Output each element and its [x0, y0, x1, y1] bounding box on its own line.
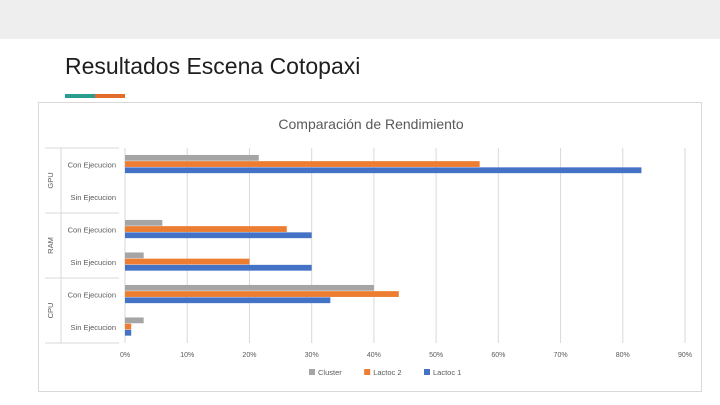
x-tick-label: 50% — [429, 352, 443, 359]
bar-lactoc-1 — [125, 232, 312, 239]
top-bar — [0, 0, 720, 39]
bar-lactoc-1 — [125, 297, 331, 304]
category-label: Con Ejecucion — [68, 290, 116, 299]
chart-title: Comparación de Rendimiento — [278, 116, 463, 132]
category-label: Sin Ejecucion — [71, 258, 116, 267]
x-tick-label: 90% — [678, 352, 692, 359]
group-label: CPU — [46, 303, 55, 319]
accent-bar-orange — [95, 94, 125, 98]
bar-cluster — [125, 219, 163, 226]
x-tick-label: 20% — [242, 352, 256, 359]
bar-cluster — [125, 252, 144, 259]
bar-lactoc-1 — [125, 329, 132, 336]
legend-label: Lactoc 2 — [373, 368, 401, 377]
legend-swatch — [309, 369, 315, 375]
category-label: Sin Ejecucion — [71, 323, 116, 332]
bar-cluster — [125, 317, 144, 324]
performance-chart: Comparación de Rendimiento 0% 10% 20% 30% 40… — [45, 116, 692, 377]
x-tick-label: 70% — [554, 352, 568, 359]
x-tick-label: 80% — [616, 352, 630, 359]
bar-lactoc-2 — [125, 258, 250, 265]
legend-swatch — [364, 369, 371, 375]
chart-bars — [125, 154, 642, 336]
category-label: Con Ejecucion — [68, 225, 116, 234]
x-tick-label: 30% — [305, 352, 319, 359]
bar-lactoc-2 — [125, 226, 287, 232]
x-tick-label: 60% — [491, 352, 505, 359]
bar-lactoc-1 — [125, 264, 312, 271]
legend-swatch — [424, 369, 430, 375]
bar-lactoc-2 — [125, 291, 399, 297]
group-label: GPU — [46, 172, 55, 188]
bar-lactoc-1 — [125, 167, 642, 174]
bar-cluster — [125, 154, 259, 161]
legend-label: Lactoc 1 — [433, 368, 461, 377]
legend-label: Cluster — [318, 368, 342, 377]
bar-cluster — [125, 284, 374, 291]
accent-bar-teal — [65, 94, 95, 98]
x-tick-label: 40% — [367, 352, 381, 359]
bar-lactoc-2 — [125, 323, 132, 330]
category-label: Con Ejecucion — [68, 160, 116, 169]
category-label: Sin Ejecucion — [71, 193, 116, 202]
slide-title: Resultados Escena Cotopaxi — [65, 53, 361, 79]
chart-axis-labels: 0% 10% 20% 30% 40% 50% 60% 70% 80% 90% Con Ejecuci… — [46, 160, 692, 359]
x-tick-label: 0% — [120, 352, 130, 359]
chart-grid — [45, 147, 686, 344]
chart-legend: Cluster Lactoc 2 Lactoc 1 — [309, 368, 461, 377]
group-label: RAM — [46, 237, 55, 254]
chart-frame: Comparación de Rendimiento 0% 10% 20% 30% 40… — [38, 102, 702, 392]
bar-lactoc-2 — [125, 161, 480, 167]
x-tick-label: 10% — [180, 352, 194, 359]
